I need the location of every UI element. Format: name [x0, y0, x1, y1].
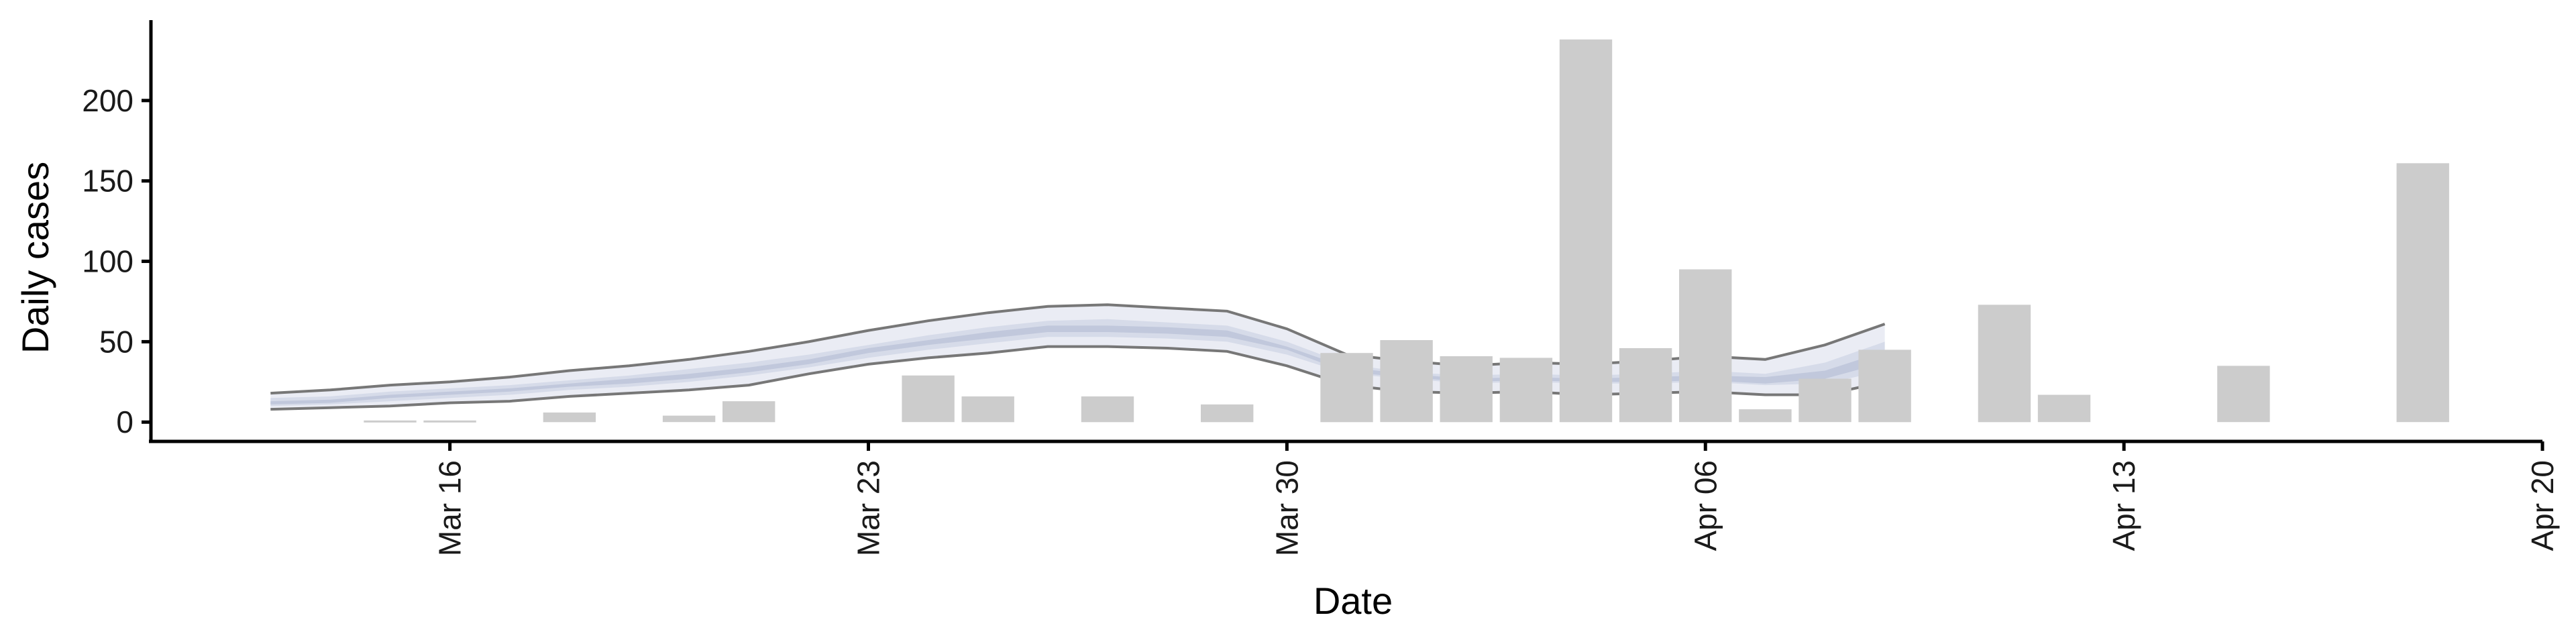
x-tick-label: Apr 06	[1688, 460, 1723, 551]
band-50	[270, 319, 1885, 407]
bar	[1619, 348, 1672, 423]
bar	[1978, 305, 2031, 423]
band-upper-line	[270, 303, 1886, 395]
y-tick-label: 100	[82, 244, 133, 279]
bar	[364, 420, 417, 423]
bar	[1799, 378, 1851, 423]
bar	[1499, 358, 1553, 423]
daily-case-bars	[364, 39, 2449, 423]
x-tick-label: Apr 20	[2525, 460, 2560, 551]
bar	[1380, 340, 1433, 423]
x-tick-label: Mar 23	[851, 460, 886, 556]
x-tick-label: Apr 13	[2106, 460, 2141, 551]
y-tick-label: 50	[99, 324, 133, 359]
y-tick-label: 150	[82, 164, 133, 199]
bar	[1081, 396, 1134, 423]
bar	[2396, 163, 2449, 423]
bar	[543, 412, 596, 423]
bar	[1739, 409, 1792, 423]
y-axis-title: Daily cases	[14, 162, 56, 354]
bar	[1679, 269, 1732, 423]
bar	[423, 420, 476, 423]
axes	[149, 20, 2542, 443]
y-tick-label: 200	[82, 83, 133, 118]
bar	[1201, 404, 1254, 423]
bar	[1440, 356, 1493, 423]
bar	[722, 401, 775, 423]
x-tick-label: Mar 30	[1269, 460, 1304, 556]
bar	[1320, 353, 1373, 423]
x-tick-label: Mar 16	[433, 460, 468, 556]
band-lower-line	[270, 345, 1886, 411]
bar	[2037, 394, 2091, 423]
bar	[902, 375, 955, 423]
x-axis-title: Date	[1313, 580, 1393, 622]
bar	[1559, 39, 1613, 423]
y-tick-label: 0	[116, 405, 133, 439]
bar	[1858, 350, 1911, 423]
bar	[662, 415, 716, 423]
bar	[2217, 366, 2270, 423]
bar	[961, 396, 1014, 423]
ticks: 0 50 100 150 200 Mar 16 Mar 23 Mar 30 Apr 06 Apr …	[82, 83, 2560, 556]
